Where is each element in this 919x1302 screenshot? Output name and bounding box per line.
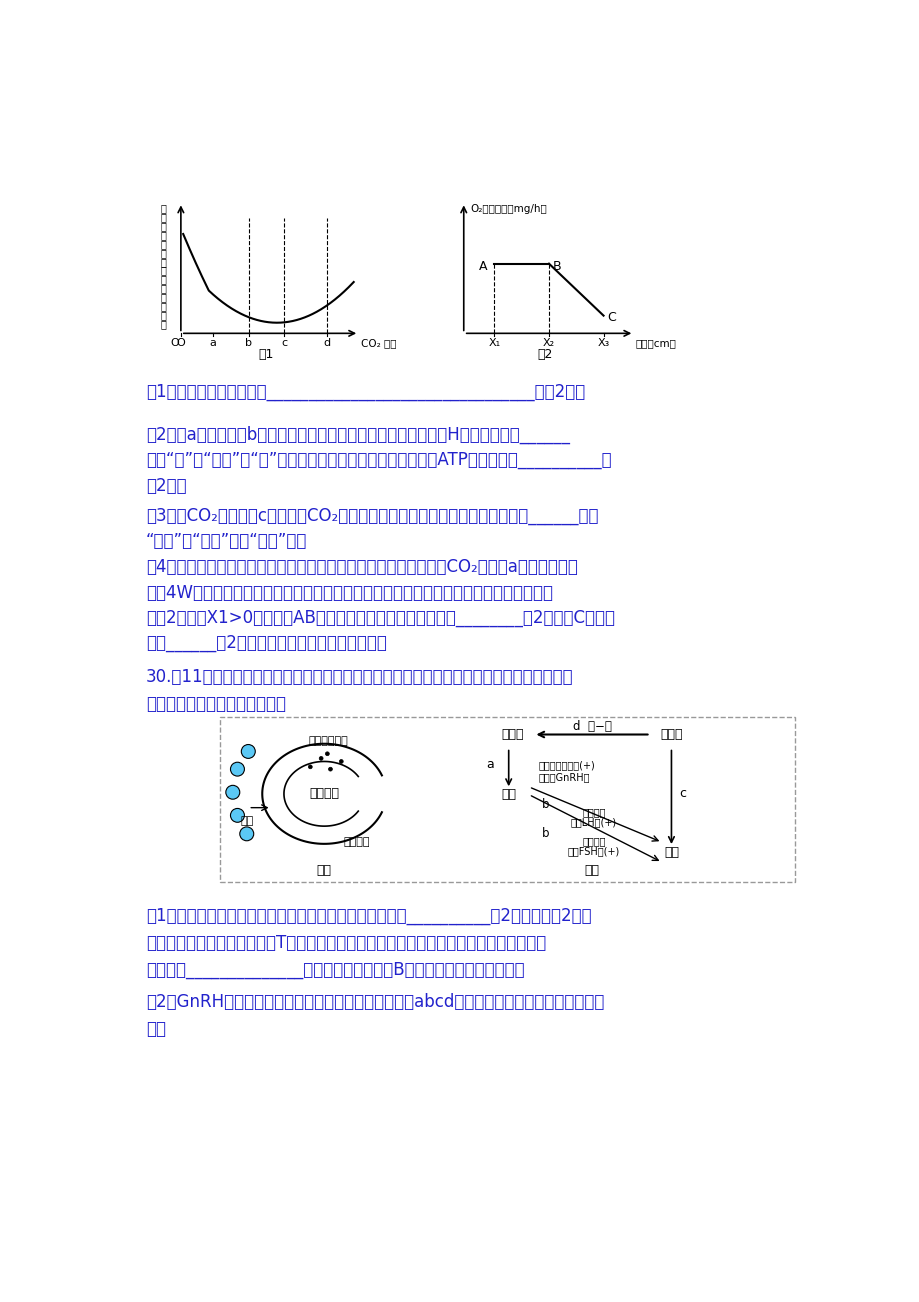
Text: c: c: [678, 786, 685, 799]
Text: 上: 上: [161, 230, 166, 240]
Circle shape: [325, 751, 329, 755]
Text: 浮: 浮: [161, 240, 166, 249]
Text: 促卵泡激: 促卵泡激: [582, 836, 605, 846]
Text: C: C: [607, 311, 615, 324]
Text: X₂: X₂: [542, 339, 554, 349]
Text: 等信息分子进行信息交流。当T细胞活性下降时，会引起机体生成抗体的能力降低，其主要: 等信息分子进行信息交流。当T细胞活性下降时，会引起机体生成抗体的能力降低，其主要: [146, 934, 546, 952]
Text: 义是______（2分）时光源与小烧杯之间的距离。: 义是______（2分）时光源与小烧杯之间的距离。: [146, 634, 387, 652]
Text: c: c: [281, 339, 287, 349]
Text: b: b: [541, 798, 549, 811]
Text: 圆: 圆: [161, 212, 166, 223]
Text: A: A: [479, 260, 487, 273]
Text: （1）由图甲可知，在机体稳态调节过程中，细胞间可通过__________（2分，至少填2项）: （1）由图甲可知，在机体稳态调节过程中，细胞间可通过__________（2分，…: [146, 907, 591, 924]
Text: 神经末梢: 神经末梢: [343, 837, 369, 846]
Text: （3）当CO₂浓度大于c时，随着CO₂浓度的增大，小叶圆片中有机物的积累速率______（填: （3）当CO₂浓度大于c时，随着CO₂浓度的增大，小叶圆片中有机物的积累速率__…: [146, 506, 598, 525]
Text: O₂释放速率（mg/h）: O₂释放速率（mg/h）: [470, 203, 546, 214]
Text: （2）与a浓度相比，b浓度时小叶圆片叶肉细胞的类囊体薄膜上［H］的生成速率______: （2）与a浓度相比，b浓度时小叶圆片叶肉细胞的类囊体薄膜上［H］的生成速率___…: [146, 426, 570, 444]
Text: 血液: 血液: [240, 816, 253, 825]
Text: 平: 平: [161, 292, 166, 302]
Text: 距离（cm）: 距离（cm）: [635, 339, 676, 349]
Text: 间: 间: [161, 319, 166, 328]
Text: 时: 时: [161, 310, 166, 320]
Text: d: d: [323, 339, 330, 349]
Text: 原因是：______________分泌量减少，不利于B细胞增殖分化成浆细胞。。: 原因是：______________分泌量减少，不利于B细胞增殖分化成浆细胞。。: [146, 961, 524, 979]
Circle shape: [308, 766, 312, 768]
Text: 所: 所: [161, 275, 166, 284]
Circle shape: [339, 759, 343, 763]
Bar: [220, 717, 795, 883]
Text: 促性腺激素释放(+): 促性腺激素释放(+): [538, 760, 595, 771]
Text: 均: 均: [161, 301, 166, 311]
Text: 激素（GnRH）: 激素（GnRH）: [538, 772, 589, 783]
Text: a: a: [210, 339, 216, 349]
Text: O: O: [176, 339, 185, 349]
Text: 意图，请根据图回答下列问题：: 意图，请根据图回答下列问题：: [146, 695, 286, 713]
Text: X₁: X₁: [488, 339, 500, 349]
Text: “加快”、“不变”、或“减慢”）。: “加快”、“不变”、或“减慢”）。: [146, 533, 307, 549]
Circle shape: [240, 827, 254, 841]
Text: 片: 片: [161, 221, 166, 232]
Text: 到: 到: [161, 247, 166, 258]
Text: 图甲: 图甲: [316, 865, 332, 878]
Text: 下丘脑: 下丘脑: [501, 728, 523, 741]
Text: 成图2曲线（X1>0）。限制AB段净光合速率的主要外界因素是________（2分），C点的含: 成图2曲线（X1>0）。限制AB段净光合速率的主要外界因素是________（2…: [146, 609, 614, 628]
Text: 图乙: 图乙: [584, 865, 599, 878]
Text: 垂体: 垂体: [501, 788, 516, 801]
Text: 30.（11分）下图甲是人体稳态调节的部分示意图，图乙是睾丸酮（雄性激素）的调节机制示: 30.（11分）下图甲是人体稳态调节的部分示意图，图乙是睾丸酮（雄性激素）的调节…: [146, 668, 573, 686]
Text: 睾丸酮: 睾丸酮: [660, 728, 682, 741]
Text: 素（FSH）(+): 素（FSH）(+): [567, 846, 619, 857]
Text: 选用4W的台灯作为光源，通过改变光源与小烧杯之间的距离进行实验，根据实验结果绘制: 选用4W的台灯作为光源，通过改变光源与小烧杯之间的距离进行实验，根据实验结果绘制: [146, 583, 552, 602]
Text: 需: 需: [161, 284, 166, 293]
Circle shape: [241, 745, 255, 758]
Text: 免疫活性物质: 免疫活性物质: [308, 737, 347, 746]
Text: （2）GnRH与睾丸酮在化学本质上的差异是：。图乙中abcd过程体现了雄性激素分泌的调节机: （2）GnRH与睾丸酮在化学本质上的差异是：。图乙中abcd过程体现了雄性激素分…: [146, 993, 604, 1012]
Text: 制。: 制。: [146, 1021, 165, 1038]
Text: 睾丸: 睾丸: [664, 846, 678, 859]
Text: 图1: 图1: [258, 349, 274, 362]
Circle shape: [319, 756, 323, 760]
Text: （填“快”、“相等”或“慢”），此时小圆片的叶肉细胞中能产生ATP的细胞器有__________。: （填“快”、“相等”或“慢”），此时小圆片的叶肉细胞中能产生ATP的细胞器有__…: [146, 452, 611, 469]
Text: O: O: [170, 339, 179, 349]
Text: 面: 面: [161, 266, 166, 276]
Text: B: B: [551, 260, 561, 273]
Text: b: b: [541, 827, 549, 840]
Text: （1）该实验的目的是探究________________________________。（2分）: （1）该实验的目的是探究____________________________…: [146, 383, 584, 401]
Text: X₃: X₃: [596, 339, 609, 349]
Circle shape: [225, 785, 240, 799]
Text: b: b: [244, 339, 252, 349]
Text: 素（LH）(+): 素（LH）(+): [571, 818, 617, 827]
Text: （2分）: （2分）: [146, 477, 187, 495]
Text: 图2: 图2: [537, 349, 552, 362]
Text: （4）另取若干相同的小叶圆片分别置于温度保持相同且适宜，溶液CO₂浓度为a的小烧杯中，: （4）另取若干相同的小叶圆片分别置于温度保持相同且适宜，溶液CO₂浓度为a的小烧…: [146, 559, 577, 577]
Text: 黄体生成: 黄体生成: [582, 807, 605, 818]
Text: CO₂ 浓度: CO₂ 浓度: [360, 339, 396, 349]
Text: 小: 小: [161, 203, 166, 214]
Text: 免疫细胞: 免疫细胞: [309, 788, 339, 801]
Circle shape: [328, 767, 332, 771]
Text: 液: 液: [161, 256, 166, 267]
Circle shape: [231, 809, 244, 823]
Text: d  （−）: d （−）: [572, 720, 611, 733]
Circle shape: [231, 762, 244, 776]
Text: a: a: [486, 758, 494, 771]
